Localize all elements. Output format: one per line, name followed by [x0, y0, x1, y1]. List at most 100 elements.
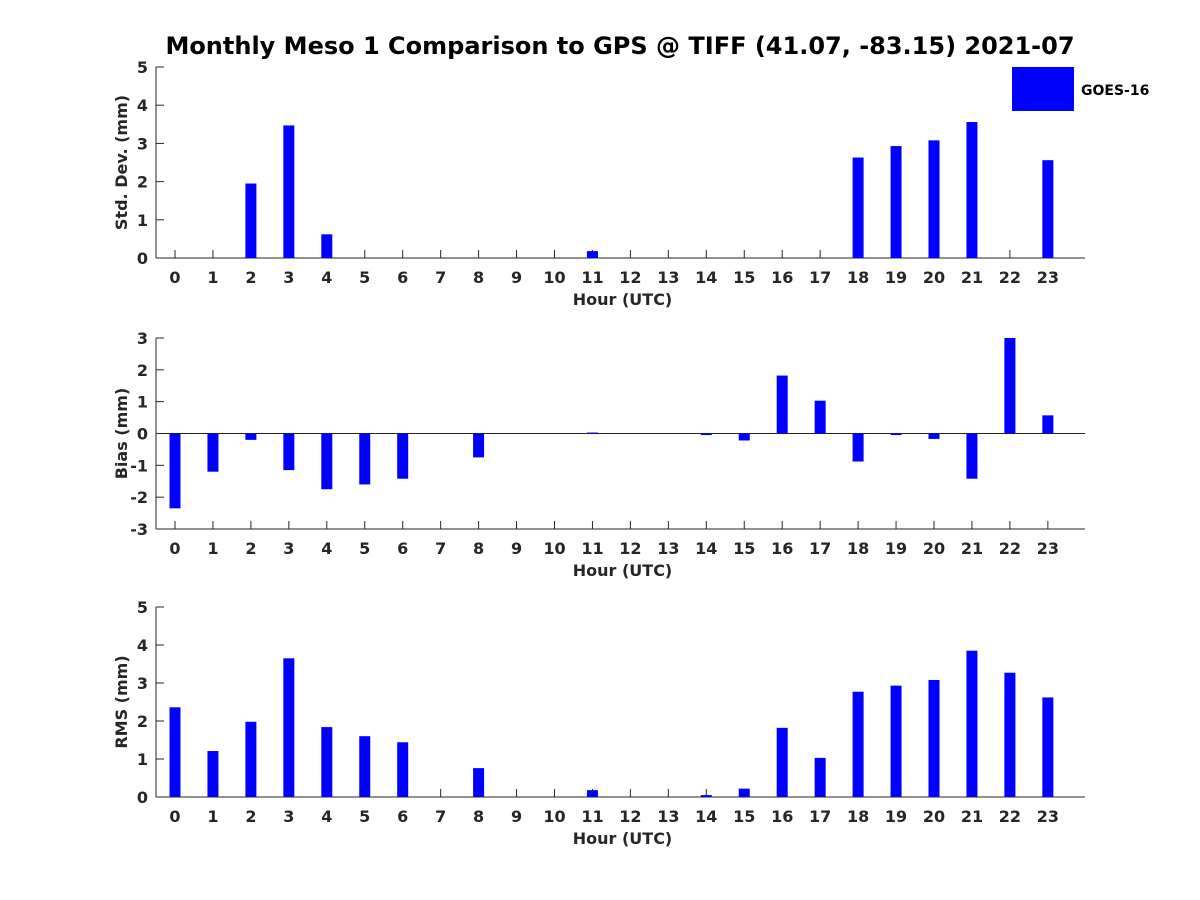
- y-tick-label: 3: [137, 329, 148, 348]
- x-tick-label: 16: [771, 268, 793, 287]
- y-tick-label: -2: [130, 488, 148, 507]
- x-tick-label: 23: [1037, 539, 1059, 558]
- x-tick-label: 17: [809, 268, 831, 287]
- x-tick-label: 20: [923, 268, 945, 287]
- bar-hour-8: [473, 433, 485, 458]
- x-tick-label: 3: [283, 539, 294, 558]
- bar-hour-16: [776, 727, 788, 797]
- bar-hour-23: [1042, 415, 1054, 434]
- x-tick-label: 21: [961, 807, 983, 826]
- x-tick-label: 3: [283, 807, 294, 826]
- x-tick-label: 10: [543, 268, 565, 287]
- x-tick-label: 6: [397, 807, 408, 826]
- y-tick-label: 1: [137, 393, 148, 412]
- y-tick-label: 5: [137, 58, 148, 77]
- x-tick-label: 1: [207, 807, 218, 826]
- y-tick-label: 4: [137, 96, 148, 115]
- x-tick-label: 19: [885, 807, 907, 826]
- y-axis-label: Bias (mm): [112, 388, 131, 480]
- y-tick-label: 1: [137, 211, 148, 230]
- legend: GOES-16: [1012, 67, 1149, 111]
- bar-hour-18: [852, 691, 864, 797]
- bar-hour-17: [814, 400, 826, 434]
- x-tick-label: 18: [847, 807, 869, 826]
- bar-hour-15: [738, 788, 750, 797]
- x-tick-label: 19: [885, 268, 907, 287]
- x-tick-label: 13: [657, 807, 679, 826]
- bar-hour-15: [738, 433, 750, 441]
- x-tick-label: 20: [923, 807, 945, 826]
- x-tick-label: 0: [169, 807, 180, 826]
- bar-hour-19: [890, 685, 902, 797]
- x-tick-label: 12: [619, 268, 641, 287]
- x-axis-label: Hour (UTC): [573, 829, 673, 848]
- x-tick-label: 3: [283, 268, 294, 287]
- x-tick-label: 6: [397, 268, 408, 287]
- x-tick-label: 9: [511, 807, 522, 826]
- bar-hour-21: [966, 433, 978, 479]
- x-tick-label: 18: [847, 539, 869, 558]
- x-tick-label: 13: [657, 268, 679, 287]
- x-axis-label: Hour (UTC): [573, 561, 673, 580]
- y-tick-label: 0: [137, 425, 148, 444]
- x-tick-label: 22: [999, 807, 1021, 826]
- bar-hour-3: [283, 433, 295, 471]
- bar-hour-6: [397, 742, 409, 797]
- bar-hour-22: [1004, 672, 1016, 797]
- bar-hour-8: [473, 768, 485, 797]
- x-tick-label: 5: [359, 807, 370, 826]
- x-tick-label: 14: [695, 539, 717, 558]
- bar-hour-14: [700, 433, 712, 436]
- x-tick-label: 15: [733, 268, 755, 287]
- x-tick-label: 15: [733, 539, 755, 558]
- bar-hour-0: [169, 433, 181, 509]
- x-tick-label: 20: [923, 539, 945, 558]
- x-tick-label: 2: [245, 807, 256, 826]
- x-tick-label: 23: [1037, 807, 1059, 826]
- legend-swatch: [1012, 67, 1074, 111]
- x-tick-label: 4: [321, 539, 332, 558]
- bar-hour-4: [321, 727, 333, 797]
- x-tick-label: 7: [435, 268, 446, 287]
- bar-hour-11: [586, 251, 598, 258]
- y-tick-label: 3: [137, 674, 148, 693]
- bar-hour-14: [700, 795, 712, 797]
- y-tick-label: 0: [137, 788, 148, 807]
- bar-hour-20: [928, 140, 940, 258]
- x-tick-label: 1: [207, 268, 218, 287]
- x-tick-label: 12: [619, 539, 641, 558]
- x-tick-label: 9: [511, 539, 522, 558]
- x-tick-label: 14: [695, 268, 717, 287]
- x-tick-label: 17: [809, 807, 831, 826]
- bar-hour-21: [966, 650, 978, 797]
- x-tick-label: 21: [961, 539, 983, 558]
- bar-hour-1: [207, 433, 219, 472]
- y-tick-label: 0: [137, 249, 148, 268]
- bar-hour-18: [852, 433, 864, 462]
- x-tick-label: 10: [543, 539, 565, 558]
- y-tick-label: 2: [137, 173, 148, 192]
- y-tick-label: -1: [130, 456, 148, 475]
- x-tick-label: 11: [581, 539, 603, 558]
- x-tick-label: 14: [695, 807, 717, 826]
- x-tick-label: 10: [543, 807, 565, 826]
- bar-hour-6: [397, 433, 409, 479]
- bar-hour-5: [359, 736, 371, 797]
- bar-hour-2: [245, 433, 257, 440]
- x-tick-label: 9: [511, 268, 522, 287]
- bar-hour-20: [928, 433, 940, 439]
- x-tick-label: 4: [321, 268, 332, 287]
- x-tick-label: 11: [581, 807, 603, 826]
- bar-hour-2: [245, 721, 257, 797]
- x-tick-label: 15: [733, 807, 755, 826]
- x-tick-label: 7: [435, 807, 446, 826]
- x-tick-label: 22: [999, 539, 1021, 558]
- y-tick-label: 2: [137, 712, 148, 731]
- bar-hour-23: [1042, 160, 1054, 258]
- x-tick-label: 8: [473, 539, 484, 558]
- legend-label: GOES-16: [1081, 83, 1149, 99]
